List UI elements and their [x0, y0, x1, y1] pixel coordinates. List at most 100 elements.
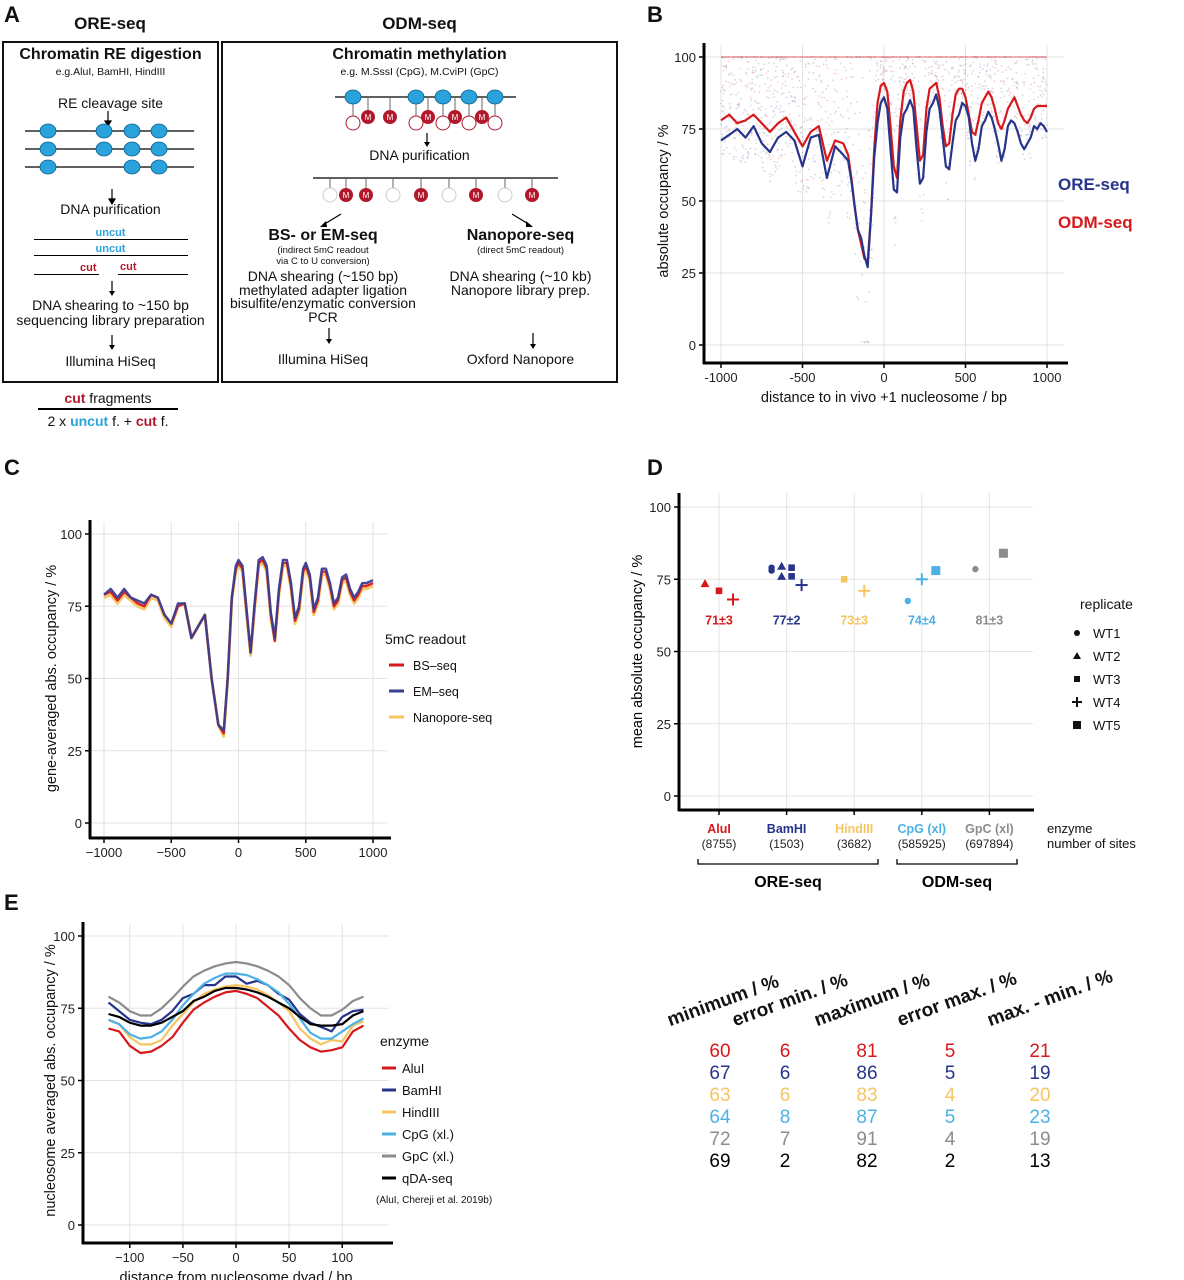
- scatter-point: [909, 89, 912, 92]
- scatter-point: [899, 76, 901, 79]
- scatter-point: [942, 88, 945, 90]
- scatter-point: [834, 112, 836, 114]
- scatter-point: [755, 67, 757, 69]
- scatter-point: [1045, 124, 1048, 126]
- scatter-point: [753, 90, 756, 93]
- scatter-point: [987, 104, 990, 106]
- scatter-point: [779, 105, 782, 107]
- arrow-head-icon: [526, 221, 533, 227]
- scatter-point: [732, 137, 735, 140]
- scatter-point: [909, 95, 912, 97]
- scatter-point: [778, 59, 781, 62]
- scatter-point: [822, 178, 825, 181]
- legend-label-odm-seq: ODM-seq: [1058, 213, 1133, 232]
- scatter-point: [846, 176, 849, 178]
- table-cell: 60: [709, 1041, 731, 1062]
- scatter-point: [832, 163, 835, 166]
- scatter-point: [754, 153, 756, 155]
- scatter-point: [780, 87, 783, 89]
- scatter-point: [784, 153, 786, 156]
- scatter-point: [752, 71, 754, 74]
- scatter-point: [756, 120, 759, 123]
- scatter-point: [809, 127, 812, 130]
- scatter-point: [1038, 89, 1041, 92]
- scatter-point: [951, 79, 954, 82]
- scatter-point: [957, 71, 960, 73]
- scatter-point: [762, 127, 765, 130]
- x-tick-label: −100: [115, 1250, 144, 1265]
- scatter-point: [780, 127, 783, 130]
- scatter-point: [760, 156, 763, 159]
- y-tick-label: 100: [674, 50, 696, 65]
- methyl-mark: M: [452, 113, 459, 122]
- table-cell: 5: [944, 1107, 956, 1128]
- legend-label: WT3: [1093, 672, 1120, 687]
- scatter-point: [792, 124, 795, 127]
- scatter-point: [924, 67, 927, 70]
- table-cell: 86: [856, 1063, 878, 1084]
- nanopore-step: DNA shearing (~10 kb): [449, 268, 592, 284]
- table-cell: 4: [944, 1129, 956, 1150]
- scatter-point: [784, 57, 787, 60]
- scatter-point: [725, 130, 728, 133]
- scatter-point: [802, 155, 805, 157]
- chart-d: 0 25 50 75 100 mean absolute occupancy / % 71±…: [630, 493, 1136, 891]
- scatter-point: [1023, 84, 1026, 87]
- unmethylated-site-icon: [435, 115, 451, 131]
- scatter-point: [768, 90, 771, 92]
- group-label: ODM-seq: [922, 874, 992, 891]
- scatter-point: [721, 105, 724, 107]
- formula-fraction-bar: [38, 408, 178, 410]
- scatter-point: [866, 341, 869, 344]
- scatter-point: [875, 74, 877, 77]
- legend-key-square: [1074, 676, 1080, 682]
- scatter-point: [805, 96, 808, 99]
- scatter-point: [830, 171, 833, 174]
- scatter-point: [863, 217, 865, 220]
- scatter-point: [801, 179, 804, 182]
- scatter-point: [963, 108, 966, 111]
- scatter-point: [864, 201, 867, 204]
- scatter-point: [816, 119, 819, 122]
- scatter-point: [958, 69, 961, 71]
- scatter-point: [867, 341, 870, 344]
- scatter-point: [765, 152, 768, 155]
- scatter-point: [748, 121, 751, 124]
- scatter-point: [1031, 59, 1034, 62]
- series-line: [103, 555, 374, 732]
- scatter-point: [901, 63, 904, 66]
- scatter-point: [992, 130, 995, 133]
- scatter-point: [983, 88, 986, 91]
- scatter-point: [830, 120, 833, 122]
- scatter-point: [888, 94, 891, 97]
- scatter-point: [782, 123, 784, 126]
- scatter-point: [833, 72, 836, 75]
- nanopore-steps: DNA shearing (~10 kb) Nanopore library p…: [423, 268, 618, 297]
- scatter-point: [823, 188, 826, 191]
- scatter-point: [873, 196, 875, 199]
- scatter-point: [774, 134, 777, 137]
- scatter-point: [894, 166, 897, 169]
- scatter-point: [907, 58, 910, 60]
- ore-step-shearing: DNA shearing to ~150 bp: [32, 297, 189, 313]
- scatter-point: [743, 130, 746, 133]
- x-axis-label: distance to in vivo +1 nucleosome / bp: [761, 390, 1007, 406]
- scatter-point: [763, 132, 766, 135]
- scatter-point: [1024, 58, 1027, 61]
- scatter-point: [743, 108, 746, 111]
- scatter-point: [921, 212, 924, 215]
- scatter-point: [1013, 84, 1015, 87]
- scatter-point: [790, 96, 793, 98]
- scatter-point: [733, 83, 736, 86]
- scatter-point: [785, 64, 788, 67]
- scatter-point: [798, 114, 801, 117]
- scatter-point: [800, 126, 803, 128]
- scatter-point: [970, 85, 973, 87]
- scatter-point: [777, 148, 780, 151]
- scatter-point: [970, 64, 972, 67]
- scatter-point: [751, 71, 753, 74]
- scatter-point: [890, 101, 893, 103]
- scatter-point: [823, 96, 826, 99]
- scatter-point: [869, 135, 872, 138]
- scatter-point: [822, 196, 825, 199]
